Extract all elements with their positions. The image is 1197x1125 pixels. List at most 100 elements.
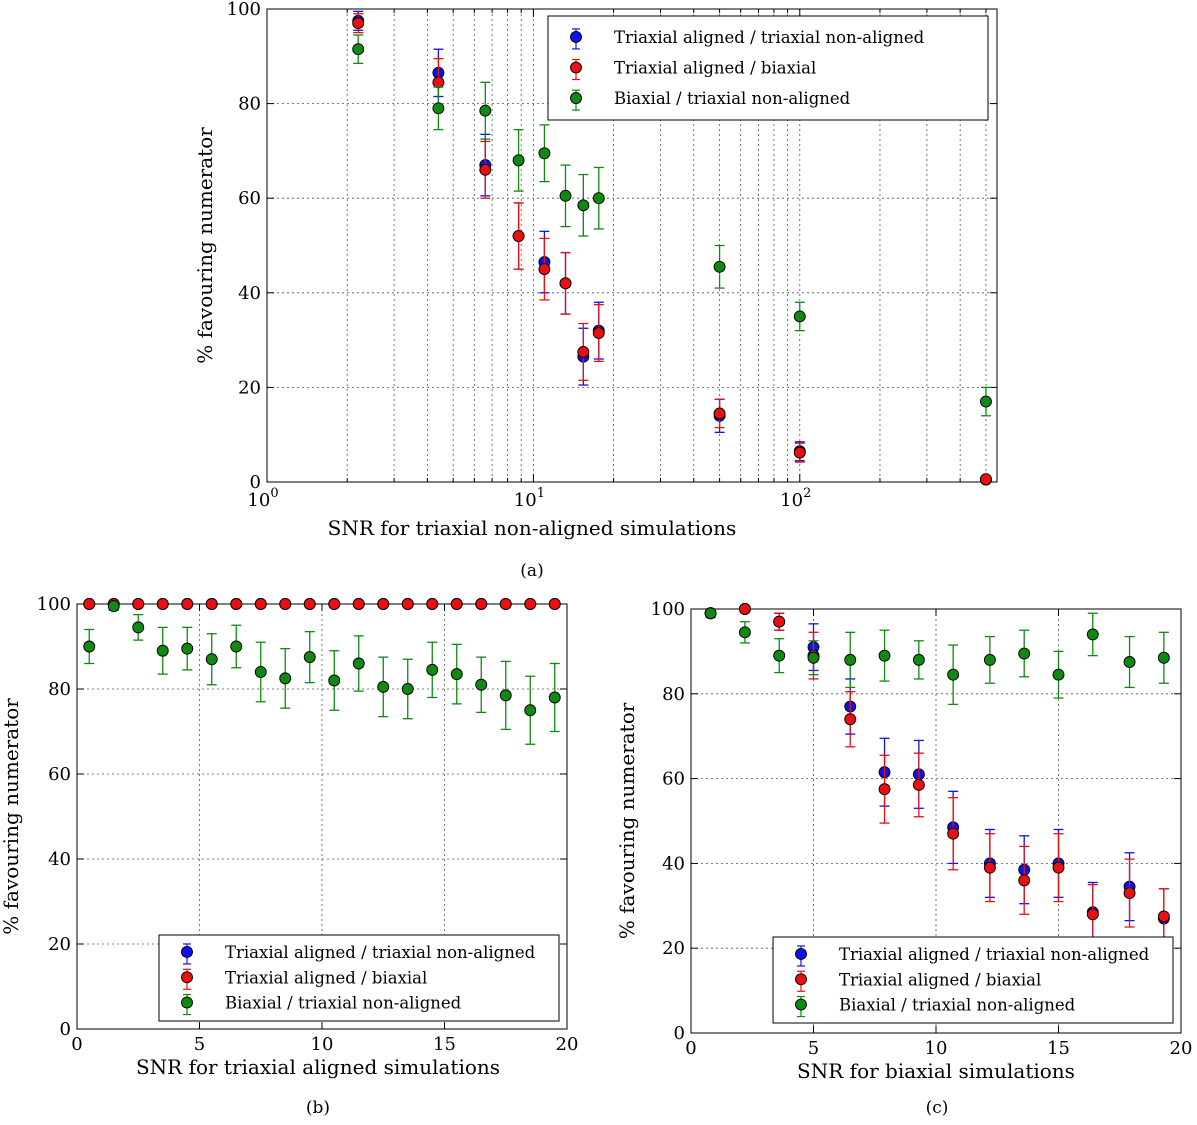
y-tick-label: 60 — [48, 764, 71, 785]
data-point — [83, 598, 96, 610]
data-point — [878, 649, 891, 662]
data-point — [205, 653, 218, 666]
data-point — [512, 230, 525, 242]
data-point — [132, 598, 145, 610]
panel-c-x-axis-label: SNR for biaxial simulations — [797, 1059, 1075, 1083]
data-point — [983, 653, 996, 666]
data-point — [303, 598, 316, 610]
data-point — [499, 598, 512, 610]
data-point — [538, 147, 551, 160]
legend-marker — [181, 971, 193, 984]
data-point — [947, 668, 960, 681]
data-point — [1052, 861, 1065, 874]
panel-a-legend: Triaxial aligned / triaxial non-aligned T… — [547, 15, 989, 121]
x-tick-label: 10 — [925, 1038, 948, 1059]
data-point — [352, 598, 365, 610]
y-tick-label: 100 — [227, 0, 261, 20]
panel-b-caption: (b) — [306, 1098, 330, 1118]
panel-a-legend-label: Triaxial aligned / biaxial — [614, 59, 816, 78]
legend-marker — [795, 948, 807, 960]
panel-b-legend-label: Biaxial / triaxial non-aligned — [225, 994, 462, 1013]
data-point — [107, 600, 120, 613]
y-tick-label: 60 — [238, 188, 261, 209]
data-point — [181, 642, 194, 655]
data-point — [377, 680, 390, 693]
x-tick-label: 15 — [1047, 1038, 1070, 1059]
panel-a-caption: (a) — [520, 561, 543, 581]
data-point — [401, 683, 414, 695]
data-point — [230, 598, 243, 610]
data-point — [912, 653, 925, 666]
data-point — [559, 189, 572, 202]
data-point — [352, 17, 365, 30]
x-tick-label: 0 — [71, 1034, 82, 1055]
data-point — [352, 657, 365, 670]
data-point — [592, 327, 605, 339]
data-point — [878, 783, 891, 796]
data-point — [773, 615, 786, 628]
data-point — [524, 704, 537, 717]
x-tick-label: 0 — [685, 1038, 696, 1059]
data-point — [538, 263, 551, 276]
x-tick-label: 20 — [556, 1034, 579, 1055]
data-point — [559, 277, 572, 290]
y-tick-label: 80 — [48, 679, 71, 700]
series-green — [704, 607, 1170, 706]
data-point — [1018, 647, 1031, 660]
legend-marker — [570, 30, 582, 43]
data-point — [279, 672, 292, 685]
data-point — [713, 260, 726, 273]
data-point — [512, 154, 525, 167]
data-point — [156, 598, 169, 610]
data-point — [524, 598, 537, 610]
data-point — [738, 603, 751, 615]
data-point — [401, 598, 414, 610]
y-tick-label: 20 — [48, 934, 71, 955]
data-point — [377, 598, 390, 610]
panel-a-legend-label: Biaxial / triaxial non-aligned — [614, 89, 851, 108]
y-tick-label: 100 — [37, 594, 71, 615]
y-tick-label: 80 — [662, 684, 685, 705]
data-point — [303, 651, 316, 664]
data-point — [1052, 668, 1065, 681]
series-green — [352, 34, 992, 417]
data-point — [432, 102, 445, 115]
legend-marker — [181, 996, 193, 1009]
data-point — [577, 199, 590, 212]
data-point — [773, 649, 786, 662]
panel-c-legend: Triaxial aligned / triaxial non-aligned T… — [772, 936, 1174, 1024]
y-tick-label: 60 — [662, 769, 685, 790]
data-point — [328, 598, 341, 610]
data-point — [1123, 656, 1136, 668]
data-point — [156, 644, 169, 657]
x-tick-label: 101 — [514, 486, 545, 511]
data-point — [254, 666, 267, 678]
x-tick-label: 15 — [433, 1034, 456, 1055]
data-point — [713, 407, 726, 420]
data-point — [499, 689, 512, 702]
y-tick-label: 40 — [662, 853, 685, 874]
y-tick-label: 40 — [48, 849, 71, 870]
legend-marker — [795, 998, 807, 1011]
panel-a-legend-label: Triaxial aligned / triaxial non-aligned — [614, 28, 925, 47]
data-point — [279, 598, 292, 610]
x-tick-label: 5 — [194, 1034, 205, 1055]
panel-a-x-axis-label: SNR for triaxial non-aligned simulations — [328, 516, 737, 540]
data-point — [980, 395, 992, 408]
panel-c-caption: (c) — [926, 1098, 949, 1118]
data-point — [479, 163, 492, 176]
x-tick-label: 10 — [311, 1034, 334, 1055]
panel-b-legend-label: Triaxial aligned / triaxial non-aligned — [225, 943, 536, 962]
panel-b-x-axis-label: SNR for triaxial aligned simulations — [136, 1055, 500, 1079]
panel-a-frame — [266, 8, 998, 483]
data-point — [1086, 908, 1099, 921]
data-point — [548, 691, 561, 704]
y-tick-label: 20 — [662, 938, 685, 959]
data-point — [793, 310, 806, 323]
data-point — [844, 713, 857, 726]
data-point — [980, 473, 992, 486]
data-point — [807, 651, 820, 664]
y-tick-label: 100 — [651, 599, 685, 620]
y-tick-label: 0 — [60, 1019, 71, 1040]
